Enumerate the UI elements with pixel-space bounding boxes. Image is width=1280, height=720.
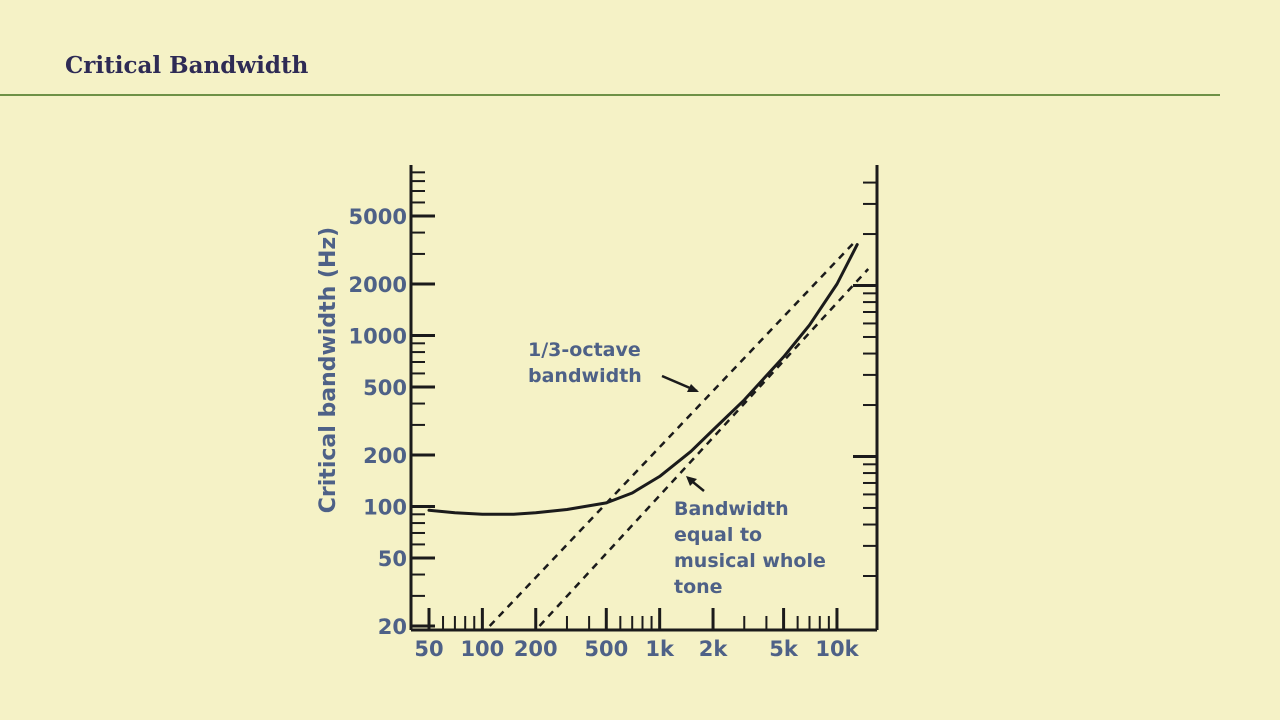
annotation-third-octave-arrowhead	[687, 384, 699, 392]
x-tick-label: 5k	[769, 637, 799, 661]
y-tick-label: 2000	[349, 273, 407, 297]
tick-labels: 20 50 100 200 500 1000 2000 5000 50 100 200 500 1k 2k…	[349, 205, 860, 661]
y-tick-label: 500	[363, 376, 407, 400]
whole-tone-line	[538, 268, 870, 627]
x-tick-label: 1k	[645, 637, 675, 661]
x-tick-label: 100	[460, 637, 504, 661]
third-octave-line	[488, 241, 856, 627]
x-tick-label: 2k	[699, 637, 729, 661]
x-tick-label: 500	[584, 637, 628, 661]
x-tick-label: 10k	[815, 637, 859, 661]
annotation-whole-tone-text: tone	[674, 576, 723, 598]
annotation-whole-tone-text: equal to	[674, 524, 762, 546]
annotation-third-octave-text: bandwidth	[528, 365, 642, 387]
annotation-whole-tone-text: musical whole	[674, 550, 826, 572]
y-tick-label: 100	[363, 495, 407, 519]
critical-bandwidth-curve	[427, 243, 859, 516]
y-tick-label: 50	[378, 547, 407, 571]
y-axis-title: Critical bandwidth (Hz)	[316, 227, 341, 513]
x-tick-label: 200	[514, 637, 558, 661]
title-divider	[0, 94, 1220, 96]
slide-title: Critical Bandwidth	[65, 52, 309, 79]
plot-frame	[409, 165, 879, 632]
annotation-whole-tone-arrowhead	[686, 476, 697, 486]
y-tick-label: 200	[363, 444, 407, 468]
series-layer	[427, 241, 870, 627]
y-tick-label: 20	[378, 615, 407, 639]
annotation-third-octave-text: 1/3-octave	[528, 339, 641, 361]
x-tick-label: 50	[414, 637, 443, 661]
major-ticks	[411, 214, 877, 630]
annotations: 1/3-octave bandwidth Bandwidth equal to musi…	[528, 339, 826, 598]
annotation-whole-tone-text: Bandwidth	[674, 498, 789, 520]
y-tick-label: 5000	[349, 205, 407, 229]
y-tick-label: 1000	[349, 325, 407, 349]
